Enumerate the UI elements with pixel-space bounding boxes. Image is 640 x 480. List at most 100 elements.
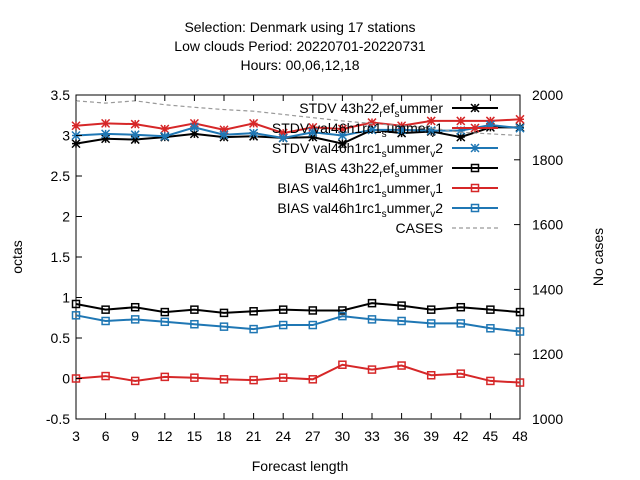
legend-entry: STDV val46h1rc1summerv1 [272, 120, 498, 140]
data-point [397, 361, 406, 370]
data-point [101, 316, 110, 326]
y-axis-label: octas [9, 240, 25, 273]
x-tick-label: 24 [275, 428, 291, 444]
data-point [278, 133, 288, 143]
legend-label: BIAS 43h22refsummer [305, 160, 444, 180]
data-point [456, 302, 466, 312]
data-point [189, 122, 199, 132]
legend-label: CASES [396, 220, 443, 236]
x-tick-label: 30 [335, 428, 351, 444]
legend-entry: BIAS val46h1rc1summerv2 [277, 200, 498, 220]
data-point [130, 119, 140, 129]
y2-tick-label: 2000 [532, 87, 563, 103]
data-point [456, 116, 466, 126]
x-tick-label: 21 [246, 428, 262, 444]
data-point [71, 139, 81, 149]
data-point [308, 375, 318, 384]
data-point [308, 122, 318, 132]
data-point [219, 308, 229, 318]
data-point [189, 129, 199, 139]
series-layer [71, 100, 525, 387]
data-point [456, 132, 466, 142]
data-point [249, 375, 258, 385]
legend-entry: BIAS 43h22refsummer [305, 160, 498, 180]
data-point [456, 126, 466, 136]
data-point [397, 301, 406, 310]
data-point [426, 126, 436, 136]
data-point [278, 320, 288, 330]
data-point [219, 130, 229, 140]
data-point [397, 121, 407, 131]
x-tick-label: 12 [157, 428, 173, 444]
y2-tick-label: 1000 [532, 411, 563, 427]
data-point [426, 319, 436, 328]
data-point [426, 116, 436, 126]
data-point [130, 315, 140, 324]
series-4 [71, 360, 525, 387]
series-line [75, 118, 521, 135]
x-tick-label: 9 [131, 428, 139, 444]
data-point [308, 320, 318, 330]
data-point [515, 307, 525, 317]
data-point [130, 135, 140, 145]
legend-label: STDV 43h22refsummer [299, 100, 443, 120]
x-tick-label: 42 [453, 428, 469, 444]
data-point [130, 302, 140, 312]
data-point [367, 125, 377, 135]
x-tick-label: 18 [216, 428, 232, 444]
series-1 [71, 114, 525, 138]
y2-axis-label: No cases [590, 228, 606, 286]
data-point [71, 299, 81, 309]
data-point [130, 376, 140, 386]
data-point [249, 118, 259, 128]
x-tick-label: 33 [364, 428, 380, 444]
data-point [101, 371, 110, 381]
x-tick-label: 36 [394, 428, 410, 444]
data-point [130, 130, 140, 140]
data-point [160, 131, 170, 141]
x-tick-label: 48 [512, 428, 528, 444]
data-point [337, 139, 347, 149]
data-point [190, 373, 199, 382]
data-point [485, 120, 495, 130]
data-point [160, 372, 170, 382]
y-tick-label: 0 [62, 371, 70, 387]
legend-label: STDV val46h1rc1summerv2 [272, 140, 443, 160]
data-point [456, 319, 466, 328]
data-point [189, 118, 199, 128]
data-point [249, 324, 258, 334]
title-line-1: Selection: Denmark using 17 stations [184, 19, 415, 35]
series-line [75, 302, 521, 314]
legend-marker [470, 163, 480, 173]
y-tick-label: 3.5 [51, 87, 71, 103]
data-point [308, 127, 318, 137]
data-point [367, 315, 377, 324]
data-point [426, 305, 436, 314]
data-point [486, 305, 495, 314]
x-tick-label: 3 [72, 428, 80, 444]
data-point [308, 132, 318, 142]
data-point [278, 128, 288, 138]
series-line [75, 314, 521, 333]
data-point [486, 376, 495, 386]
y-tick-label: 0.5 [51, 330, 71, 346]
legend-label: BIAS val46h1rc1summerv2 [277, 200, 443, 220]
y2-tick-label: 1200 [532, 346, 563, 362]
series-5 [71, 311, 525, 336]
data-point [338, 306, 347, 315]
data-point [308, 306, 318, 315]
data-point [219, 322, 229, 331]
series-line [75, 126, 520, 145]
data-point [71, 121, 81, 131]
data-point [160, 317, 170, 327]
legend-marker [470, 203, 480, 213]
data-point [515, 123, 525, 133]
data-point [101, 129, 111, 139]
data-point [338, 360, 347, 369]
y2-tick-label: 1800 [532, 152, 563, 168]
y2-tick-label: 1400 [532, 281, 563, 297]
series-6 [75, 100, 521, 137]
y-tick-label: 1.5 [51, 249, 71, 265]
data-point [456, 369, 466, 378]
